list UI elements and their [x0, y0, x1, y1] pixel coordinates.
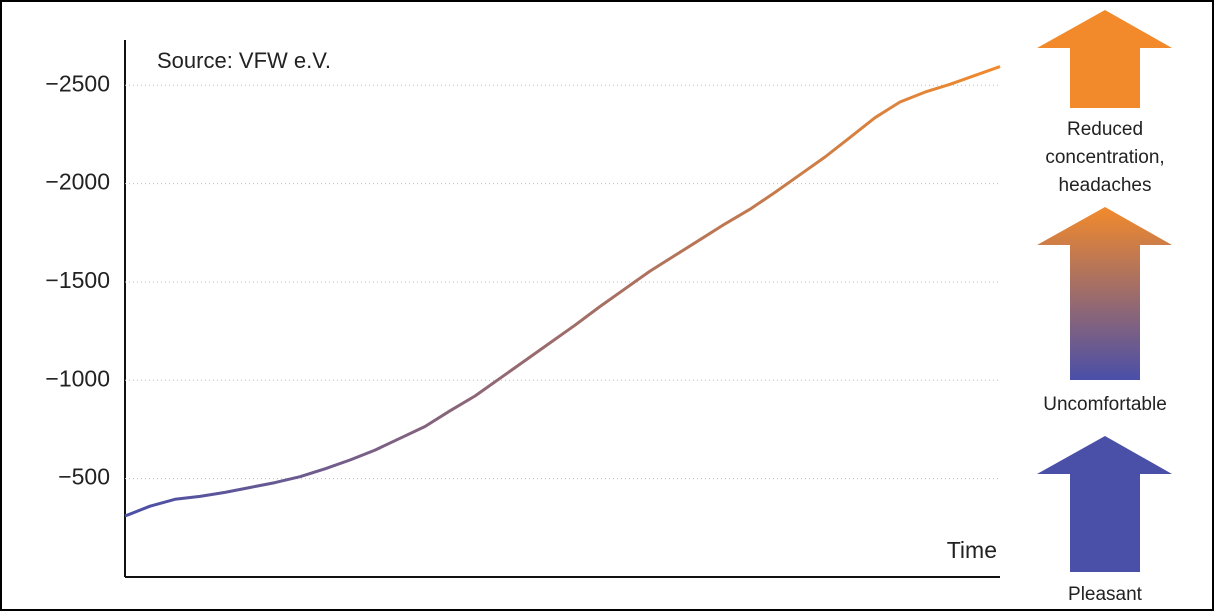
- level-label: concentration,: [1045, 147, 1164, 168]
- y-tick-label: −500: [58, 464, 110, 490]
- level-arrow: [1037, 10, 1172, 108]
- y-tick-label: −2000: [45, 169, 110, 195]
- level-arrow: [1037, 436, 1172, 572]
- annotation: Source: VFW e.V.: [157, 48, 331, 73]
- y-tick-label: −1000: [45, 365, 110, 391]
- level-arrow: [1037, 207, 1172, 380]
- level-label: headaches: [1059, 175, 1152, 196]
- x-axis-label: Time: [947, 537, 997, 563]
- data-line: [124, 65, 1001, 518]
- y-tick-label: −1500: [45, 267, 110, 293]
- level-label: Uncomfortable: [1043, 394, 1167, 415]
- level-label: Pleasant: [1068, 584, 1143, 605]
- level-label: Reduced: [1067, 119, 1143, 140]
- y-tick-label: −2500: [45, 70, 110, 96]
